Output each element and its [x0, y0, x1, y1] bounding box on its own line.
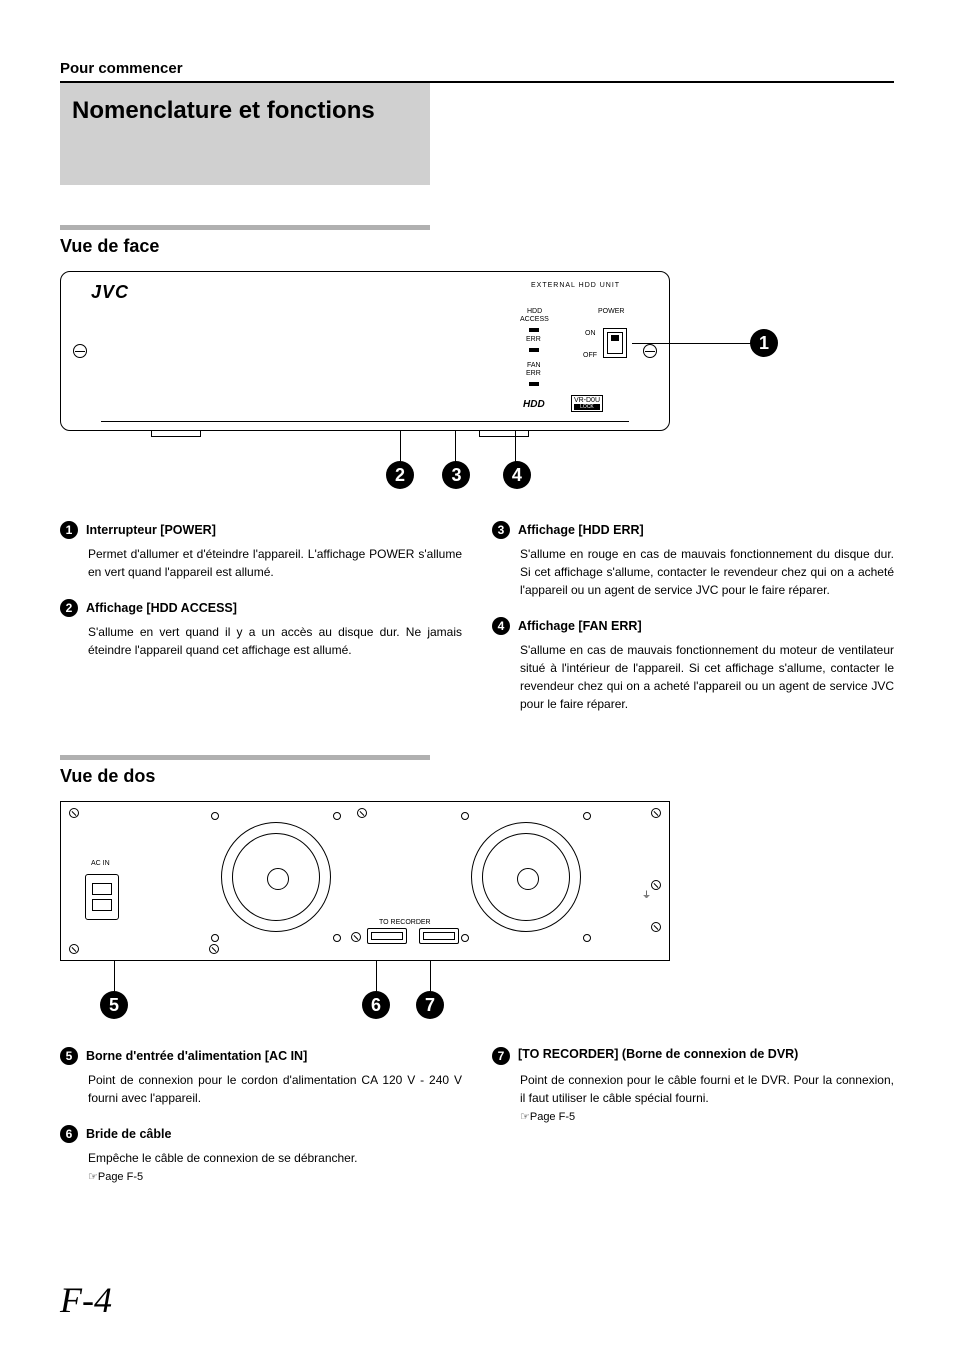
section-bar	[60, 225, 430, 230]
item-2-num: 2	[60, 599, 78, 617]
item-2-title: Affichage [HDD ACCESS]	[86, 601, 237, 615]
section-title-front: Vue de face	[60, 236, 894, 257]
foot-right	[479, 431, 529, 437]
screw-mr	[651, 880, 661, 890]
access-label: ACCESS	[520, 316, 549, 323]
to-recorder-label: TO RECORDER	[379, 919, 431, 926]
item-7-title: [TO RECORDER] (Borne de connexion de DVR…	[518, 1047, 798, 1061]
item-6-body: Empêche le câble de connexion de se débr…	[60, 1149, 462, 1186]
jvc-logo: JVC	[91, 282, 129, 303]
err-label: ERR	[526, 336, 541, 343]
section-title-rear: Vue de dos	[60, 766, 894, 787]
ac-in-label: AC IN	[91, 860, 110, 867]
callout-4-big: 4	[503, 461, 531, 489]
callout-row-front: 2 3 4	[386, 461, 531, 489]
fan2	[471, 822, 581, 932]
item-1-title: Interrupteur [POWER]	[86, 523, 216, 537]
fan1	[221, 822, 331, 932]
item-2-body: S'allume en vert quand il y a un accès a…	[60, 623, 462, 659]
callout-6-big: 6	[362, 991, 390, 1019]
front-baseline	[101, 421, 629, 422]
item-4-title: Affichage [FAN ERR]	[518, 619, 642, 633]
item-4: 4 Affichage [FAN ERR] S'allume en cas de…	[492, 617, 894, 713]
foot-left	[151, 431, 201, 437]
item-6: 6 Bride de câble Empêche le câble de con…	[60, 1125, 462, 1186]
front-description-columns: 1 Interrupteur [POWER] Permet d'allumer …	[60, 521, 894, 731]
item-3-num: 3	[492, 521, 510, 539]
item-7-body: Point de connexion pour le câble fourni …	[492, 1071, 894, 1126]
power-switch	[603, 328, 627, 358]
section-bar-rear	[60, 755, 430, 760]
item-4-body: S'allume en cas de mauvais fonctionnemen…	[492, 641, 894, 713]
fan2-grid	[461, 812, 591, 942]
item-7-text: Point de connexion pour le câble fourni …	[520, 1073, 894, 1105]
item-2: 2 Affichage [HDD ACCESS] S'allume en ver…	[60, 599, 462, 659]
item-3-title: Affichage [HDD ERR]	[518, 523, 644, 537]
lock-label: LOCK	[574, 404, 600, 410]
ac-in-socket	[85, 874, 119, 920]
model-number: VR-D0U	[574, 397, 600, 404]
item-1: 1 Interrupteur [POWER] Permet d'allumer …	[60, 521, 462, 581]
item-6-num: 6	[60, 1125, 78, 1143]
breadcrumb: Pour commencer	[60, 60, 894, 83]
hdd-access-led	[529, 328, 539, 332]
front-diagram: JVC EXTERNAL HDD UNIT HDD ACCESS ERR FAN…	[60, 271, 670, 431]
fan1-grid	[211, 812, 341, 942]
page-number: F-4	[60, 1279, 112, 1321]
hdd-err-led	[529, 348, 539, 352]
fan-err-label: ERR	[526, 370, 541, 377]
leader-1	[632, 343, 762, 344]
external-hdd-label: EXTERNAL HDD UNIT	[531, 282, 620, 289]
item-7-ref: ☞Page F-5	[520, 1111, 575, 1123]
hdd-glyph: HDD	[523, 399, 545, 410]
fan-err-led	[529, 382, 539, 386]
item-6-text: Empêche le câble de connexion de se débr…	[88, 1151, 358, 1165]
conn-screw-l	[351, 932, 361, 942]
item-6-title: Bride de câble	[86, 1127, 171, 1141]
ground-icon: ⏚	[642, 888, 651, 901]
title-box: Nomenclature et fonctions	[60, 83, 430, 185]
screw-bl	[69, 944, 79, 954]
to-recorder-connector	[419, 928, 459, 944]
item-5-title: Borne d'entrée d'alimentation [AC IN]	[86, 1049, 307, 1063]
model-box: VR-D0U LOCK	[571, 395, 603, 412]
on-label: ON	[585, 330, 596, 337]
item-5: 5 Borne d'entrée d'alimentation [AC IN] …	[60, 1047, 462, 1107]
clamp-connector	[367, 928, 407, 944]
hdd-label: HDD	[527, 308, 542, 315]
item-5-num: 5	[60, 1047, 78, 1065]
screw-br	[651, 922, 661, 932]
item-5-body: Point de connexion pour le cordon d'alim…	[60, 1071, 462, 1107]
rear-diagram: AC IN TO RECORDER ⏚	[60, 801, 670, 961]
callout-7-big: 7	[416, 991, 444, 1019]
off-label: OFF	[583, 352, 597, 359]
item-7: 7 [TO RECORDER] (Borne de connexion de D…	[492, 1047, 894, 1126]
callout-2-big: 2	[386, 461, 414, 489]
item-1-body: Permet d'allumer et d'éteindre l'apparei…	[60, 545, 462, 581]
item-4-num: 4	[492, 617, 510, 635]
callout-3-big: 3	[442, 461, 470, 489]
item-7-num: 7	[492, 1047, 510, 1065]
rear-description-columns: 5 Borne d'entrée d'alimentation [AC IN] …	[60, 1047, 894, 1204]
fan-label: FAN	[527, 362, 541, 369]
callout-1-big: 1	[750, 329, 778, 357]
page-title: Nomenclature et fonctions	[72, 97, 418, 125]
power-label: POWER	[598, 308, 624, 315]
screw-right	[643, 344, 657, 358]
item-1-num: 1	[60, 521, 78, 539]
item-6-ref: ☞Page F-5	[88, 1171, 143, 1183]
callout-5-big: 5	[100, 991, 128, 1019]
item-3: 3 Affichage [HDD ERR] S'allume en rouge …	[492, 521, 894, 599]
screw-tm	[357, 808, 367, 818]
screw-left	[73, 344, 87, 358]
screw-tr	[651, 808, 661, 818]
screw-tl	[69, 808, 79, 818]
clamp-screw	[209, 944, 219, 954]
item-3-body: S'allume en rouge en cas de mauvais fonc…	[492, 545, 894, 599]
